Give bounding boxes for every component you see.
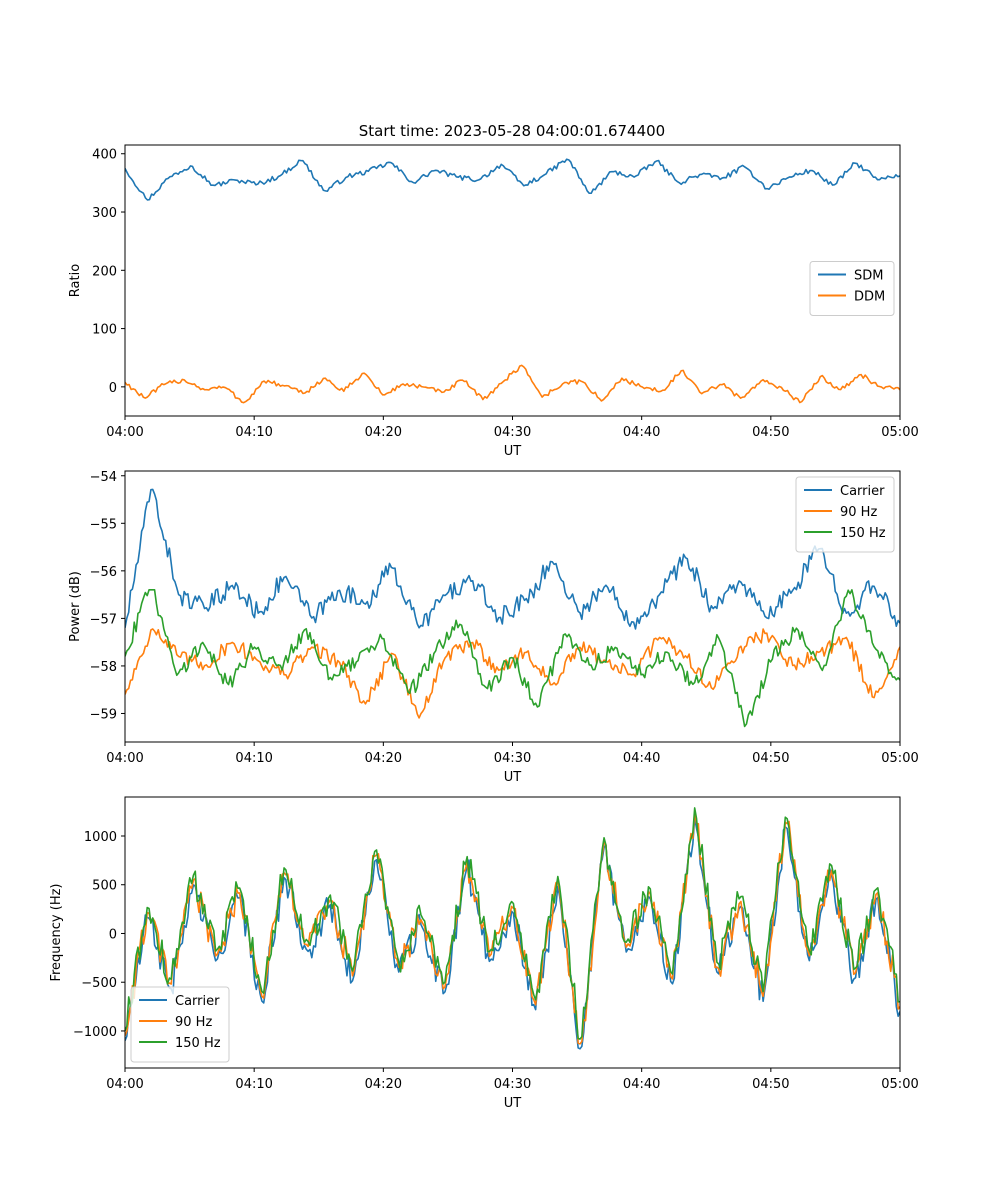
y-tick-label: −58 xyxy=(90,660,117,675)
legend-box xyxy=(130,986,230,1063)
y-tick-label: −500 xyxy=(81,976,117,991)
subplot-1: 04:00 04:10 04:20 04:30 04:40 04:50 05:00 0 100 2… xyxy=(68,144,919,459)
legend-entry: Carrier xyxy=(840,484,885,499)
legend-box xyxy=(795,476,895,553)
y-tick-label: 0 xyxy=(109,927,117,942)
legend: SDM DDM xyxy=(809,261,895,316)
y-tick-label: −54 xyxy=(90,470,117,485)
x-tick-label: 04:50 xyxy=(752,425,789,440)
y-tick-label: 0 xyxy=(109,381,117,396)
y-tick-label: −59 xyxy=(90,707,117,722)
x-tick-label: 05:00 xyxy=(881,425,918,440)
series-lines xyxy=(125,488,900,728)
legend-entry: Carrier xyxy=(175,994,220,1009)
plots: 04:00 04:10 04:20 04:30 04:40 04:50 05:00 0 100 2… xyxy=(49,144,919,1111)
x-tick-label: 05:00 xyxy=(881,751,918,766)
x-tick-label: 04:50 xyxy=(752,751,789,766)
axes-frame xyxy=(124,470,901,743)
y-tick-label: 500 xyxy=(92,879,117,894)
x-tick-label: 04:20 xyxy=(365,751,402,766)
line-90-hz xyxy=(125,812,900,1045)
x-tick-label: 04:20 xyxy=(365,425,402,440)
subplot-3: 04:00 04:10 04:20 04:30 04:40 04:50 05:00 −1000… xyxy=(49,796,919,1111)
line-carrier xyxy=(125,816,900,1050)
x-axis-label: UT xyxy=(504,1096,522,1111)
legend-entry: 90 Hz xyxy=(175,1015,212,1030)
y-axis-label: Frequency (Hz) xyxy=(49,883,64,981)
legend-entry: 90 Hz xyxy=(840,505,877,520)
line-150-hz xyxy=(125,807,900,1040)
x-tick-label: 04:10 xyxy=(235,425,272,440)
y-axis-label: Power (dB) xyxy=(68,571,83,642)
y-tick-label: −1000 xyxy=(73,1025,117,1040)
x-tick-label: 04:10 xyxy=(235,751,272,766)
y-tick-label: 200 xyxy=(92,264,117,279)
figure-title: Start time: 2023-05-28 04:00:01.674400 xyxy=(359,122,665,140)
x-tick-label: 04:10 xyxy=(235,1077,272,1092)
y-axis-label: Ratio xyxy=(68,264,83,297)
x-tick-label: 04:00 xyxy=(106,751,143,766)
y-tick-label: −55 xyxy=(90,517,117,532)
x-tick-label: 04:50 xyxy=(752,1077,789,1092)
series-lines xyxy=(125,807,900,1050)
line-150-hz xyxy=(125,589,900,728)
subplot-2: 04:00 04:10 04:20 04:30 04:40 04:50 05:00 −59 −5… xyxy=(68,470,919,785)
legend-entry: 150 Hz xyxy=(840,526,886,541)
x-tick-label: 04:00 xyxy=(106,1077,143,1092)
y-tick-label: 400 xyxy=(92,148,117,163)
x-tick-label: 04:40 xyxy=(623,425,660,440)
line-90-hz xyxy=(125,628,900,719)
x-axis-label: UT xyxy=(504,770,522,785)
x-tick-label: 04:30 xyxy=(494,1077,531,1092)
legend-entry: SDM xyxy=(854,269,883,284)
legend: Carrier 90 Hz 150 Hz xyxy=(795,476,895,553)
x-axis-label: UT xyxy=(504,444,522,459)
x-tick-label: 04:00 xyxy=(106,425,143,440)
axes-frame xyxy=(124,144,901,417)
line-sdm xyxy=(125,158,900,201)
x-tick-label: 04:40 xyxy=(623,1077,660,1092)
line-ddm xyxy=(125,364,900,404)
y-tick-label: 100 xyxy=(92,323,117,338)
line-carrier xyxy=(125,488,900,630)
legend-entry: 150 Hz xyxy=(175,1036,221,1051)
y-tick-label: −57 xyxy=(90,612,117,627)
y-tick-label: 1000 xyxy=(84,830,117,845)
y-tick-label: 300 xyxy=(92,206,117,221)
series-lines xyxy=(125,158,900,404)
x-tick-label: 05:00 xyxy=(881,1077,918,1092)
x-tick-label: 04:40 xyxy=(623,751,660,766)
y-tick-label: −56 xyxy=(90,565,117,580)
x-tick-label: 04:30 xyxy=(494,425,531,440)
x-tick-label: 04:30 xyxy=(494,751,531,766)
legend: Carrier 90 Hz 150 Hz xyxy=(130,986,230,1063)
x-tick-label: 04:20 xyxy=(365,1077,402,1092)
legend-entry: DDM xyxy=(854,290,885,305)
